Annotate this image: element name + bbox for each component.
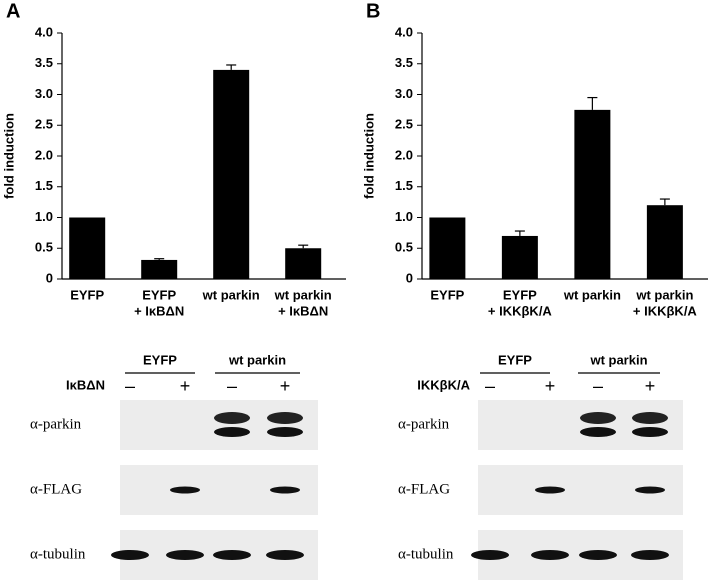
band: [631, 550, 669, 560]
bar: [285, 248, 322, 279]
blot-label: α-tubulin: [30, 546, 86, 562]
band: [213, 550, 251, 560]
y-tick-label: 0.5: [395, 240, 413, 255]
blot-strip: [120, 400, 318, 450]
y-tick-label: 1.0: [395, 209, 413, 224]
y-tick-label: 3.0: [35, 86, 53, 101]
lane-sign: –: [593, 376, 603, 396]
band: [635, 486, 665, 494]
bar: [646, 205, 683, 279]
band: [632, 427, 668, 437]
band: [266, 550, 304, 560]
band: [170, 486, 200, 494]
y-tick-label: 4.0: [35, 24, 53, 39]
y-tick-label: 2.0: [395, 147, 413, 162]
lane-sign: +: [645, 376, 656, 396]
x-tick-label: EYFP: [142, 287, 176, 302]
panel-letter: A: [6, 0, 20, 22]
blot-strip: [478, 400, 683, 450]
y-axis-label: fold induction: [1, 113, 16, 199]
bar: [501, 235, 538, 279]
y-tick-label: 0: [46, 270, 53, 285]
band: [632, 412, 668, 424]
lane-sign: +: [545, 376, 556, 396]
x-tick-label: wt parkin: [563, 287, 621, 302]
group-label: wt parkin: [589, 352, 647, 367]
y-tick-label: 0: [406, 270, 413, 285]
treatment-label: IKKβK/A: [417, 377, 470, 392]
lane-sign: +: [180, 376, 191, 396]
y-tick-label: 4.0: [395, 24, 413, 39]
lane-sign: +: [280, 376, 291, 396]
group-label: wt parkin: [228, 352, 286, 367]
x-tick-label: wt parkin: [635, 287, 693, 302]
y-tick-label: 3.5: [395, 55, 413, 70]
y-tick-label: 2.5: [35, 117, 53, 132]
treatment-label: IκBΔN: [66, 377, 105, 392]
y-tick-label: 2.5: [395, 117, 413, 132]
group-label: EYFP: [498, 352, 532, 367]
band: [531, 550, 569, 560]
bar: [213, 69, 250, 280]
blot-label: α-tubulin: [398, 546, 454, 562]
y-tick-label: 3.0: [395, 86, 413, 101]
bar: [574, 109, 611, 279]
band: [267, 427, 303, 437]
x-tick-label: + IKKβK/A: [488, 303, 553, 318]
x-tick-label: wt parkin: [202, 287, 260, 302]
band: [111, 550, 149, 560]
lane-sign: –: [125, 376, 135, 396]
blot-label: α-FLAG: [398, 481, 450, 497]
blot-label: α-parkin: [30, 416, 82, 432]
blot-label: α-parkin: [398, 416, 450, 432]
y-tick-label: 2.0: [35, 147, 53, 162]
bar: [141, 259, 178, 279]
y-tick-label: 1.0: [35, 209, 53, 224]
lane-sign: –: [485, 376, 495, 396]
x-tick-label: + IKKβK/A: [633, 303, 698, 318]
x-tick-label: + IκBΔN: [134, 303, 184, 318]
band: [214, 427, 250, 437]
y-tick-label: 0.5: [35, 240, 53, 255]
group-label: EYFP: [143, 352, 177, 367]
band: [579, 550, 617, 560]
x-tick-label: EYFP: [503, 287, 537, 302]
band: [580, 412, 616, 424]
x-tick-label: EYFP: [70, 287, 104, 302]
band: [166, 550, 204, 560]
x-tick-label: wt parkin: [274, 287, 332, 302]
y-tick-label: 1.5: [35, 178, 53, 193]
panel-letter: B: [366, 0, 380, 22]
band: [267, 412, 303, 424]
blot-label: α-FLAG: [30, 481, 82, 497]
band: [214, 412, 250, 424]
bar: [429, 217, 466, 279]
x-tick-label: + IκBΔN: [278, 303, 328, 318]
lane-sign: –: [227, 376, 237, 396]
y-axis-label: fold induction: [361, 113, 376, 199]
y-tick-label: 3.5: [35, 55, 53, 70]
y-tick-label: 1.5: [395, 178, 413, 193]
bar: [69, 217, 106, 279]
band: [270, 486, 300, 494]
band: [471, 550, 509, 560]
band: [580, 427, 616, 437]
band: [535, 486, 565, 494]
x-tick-label: EYFP: [430, 287, 464, 302]
